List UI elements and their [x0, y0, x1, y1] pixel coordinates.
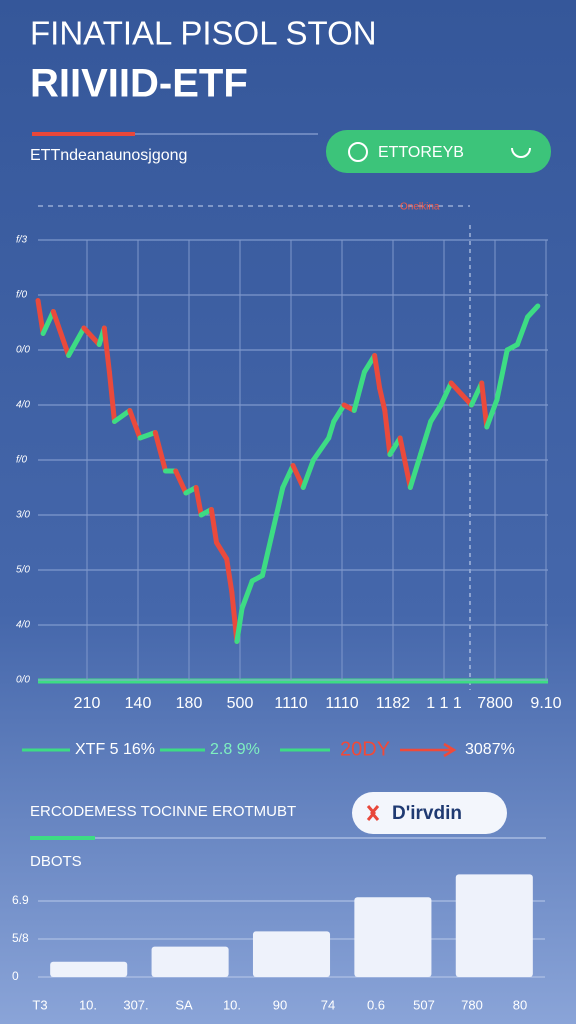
price-segment — [259, 529, 276, 578]
x-tick-label: 180 — [176, 695, 203, 712]
footer-label: 780 — [461, 997, 483, 1012]
footer-label: 74 — [321, 997, 335, 1012]
price-segment — [377, 386, 388, 413]
y-tick-label: f/0 — [16, 290, 28, 301]
price-segment — [224, 556, 235, 595]
price-segment — [137, 430, 158, 441]
x-tick-label: 1110 — [325, 695, 358, 712]
y-tick-label: f/3 — [16, 235, 28, 246]
button-icon — [348, 142, 368, 162]
x-tick-label: 140 — [125, 695, 152, 712]
price-segment — [428, 402, 444, 424]
footer-label: 10. — [223, 997, 241, 1012]
footer-label: 10. — [79, 997, 97, 1012]
price-segment — [438, 380, 454, 408]
price-segment — [300, 457, 316, 490]
marker-label: Onelkina — [400, 202, 440, 213]
price-segment — [494, 347, 510, 402]
legend-item: 2.8 9% — [210, 741, 260, 758]
footer-label: 80 — [513, 997, 527, 1012]
price-segment — [382, 408, 393, 457]
price-segment — [270, 485, 286, 534]
footer-label: 507 — [413, 997, 435, 1012]
button-label: ETTOREYB — [378, 144, 464, 161]
bar — [252, 931, 331, 977]
price-segment — [407, 452, 423, 490]
price-segment — [372, 353, 383, 391]
y-tick-label: 0/0 — [16, 675, 30, 686]
price-segment — [479, 380, 490, 430]
footer-label: SA — [175, 997, 193, 1012]
x-tick-label: 210 — [74, 695, 101, 712]
x-tick-label: 1182 — [376, 695, 411, 712]
bar — [354, 897, 432, 977]
price-segment — [234, 606, 245, 644]
tagline: ETTndeanaunosjgong — [30, 147, 187, 164]
subtitle: RIIVIID-ETF — [30, 62, 248, 106]
legend-item: XTF 5 16% — [75, 741, 155, 758]
footer-label: 0.6 — [367, 997, 385, 1012]
price-segment — [310, 435, 332, 463]
legend-arrow — [400, 742, 457, 758]
section-label: DBOTS — [30, 853, 82, 870]
footer-label: 90 — [273, 997, 287, 1012]
action-button[interactable] — [326, 130, 551, 173]
price-segment — [326, 419, 337, 441]
bar — [50, 961, 128, 977]
price-segment — [214, 540, 230, 562]
y-tick-label: 0 — [12, 969, 19, 983]
price-segment — [50, 309, 72, 358]
x-tick-label: 7800 — [477, 695, 513, 712]
y-tick-label: f/0 — [16, 455, 28, 466]
button-icon — [366, 805, 380, 821]
price-segment — [112, 408, 133, 424]
y-tick-label: 5/8 — [12, 931, 29, 945]
section-title: ERCODEMESS TOCINNE EROTMUBT — [30, 803, 296, 820]
price-segment — [101, 325, 112, 375]
y-tick-label: 4/0 — [16, 400, 30, 411]
legend-item: 3087% — [465, 741, 515, 758]
price-segment — [418, 419, 434, 457]
section-button-label: D'irvdin — [392, 803, 462, 824]
price-segment — [331, 402, 347, 424]
footer-label: T3 — [32, 997, 47, 1012]
price-segment — [484, 397, 500, 430]
y-tick-label: 6.9 — [12, 893, 29, 907]
bar — [455, 874, 533, 977]
price-segment — [514, 314, 531, 347]
price-segment — [525, 303, 541, 320]
price-segment — [152, 430, 168, 474]
y-tick-label: 0/0 — [16, 345, 30, 356]
price-segment — [351, 369, 367, 413]
y-tick-label: 4/0 — [16, 620, 30, 631]
footer-label: 307. — [123, 997, 148, 1012]
price-segment — [127, 408, 143, 441]
price-segment — [448, 380, 464, 397]
price-segment — [66, 325, 87, 358]
x-tick-label: 9.10 — [530, 695, 561, 712]
price-segment — [208, 507, 219, 545]
button-icon — [511, 147, 531, 158]
x-tick-label: 500 — [227, 695, 254, 712]
y-tick-label: 3/0 — [16, 510, 30, 521]
x-tick-label: 1 1 1 — [426, 695, 462, 712]
price-segment — [280, 463, 296, 490]
price-segment — [239, 578, 255, 611]
section-button[interactable] — [352, 792, 507, 834]
price-segment — [35, 298, 46, 336]
price-segment — [40, 309, 56, 336]
price-segment — [193, 485, 204, 518]
price-segment — [290, 463, 306, 490]
x-tick-label: 1110 — [274, 695, 307, 712]
y-tick-label: 5/0 — [16, 565, 30, 576]
legend-item: 20DY — [340, 738, 390, 760]
price-segment — [397, 435, 413, 490]
price-segment — [106, 369, 117, 424]
bar — [151, 946, 229, 977]
price-segment — [173, 468, 189, 496]
title: FINATIAL PISOL STON — [30, 15, 377, 52]
price-segment — [81, 325, 102, 347]
